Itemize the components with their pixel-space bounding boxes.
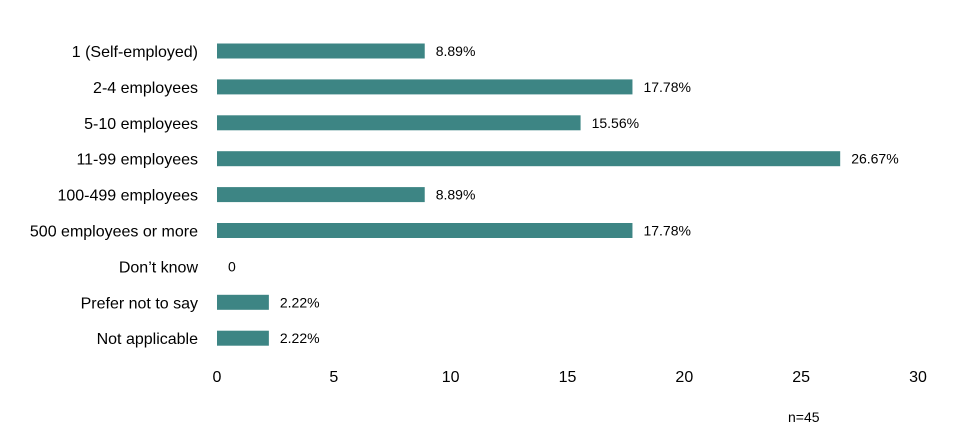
data-label: 8.89% (436, 187, 476, 203)
bar (217, 151, 841, 167)
data-label: 17.78% (643, 79, 690, 95)
category-label: 11-99 employees (76, 152, 198, 169)
data-labels: 8.89% 17.78% 15.56% 26.67% 8.89% 17.78% 0 2.22%… (228, 43, 899, 346)
data-label: 0 (228, 258, 236, 274)
category-label: 5-10 employees (84, 116, 198, 133)
bar (217, 115, 581, 131)
data-label: 17.78% (643, 223, 690, 239)
bar (217, 294, 269, 310)
x-tick-label: 0 (213, 369, 222, 386)
data-label: 2.22% (280, 330, 320, 346)
x-tick-label: 10 (442, 369, 460, 386)
sample-size-note: n=45 (788, 409, 820, 425)
category-label: 500 employees or more (30, 224, 198, 241)
category-label: 1 (Self-employed) (72, 44, 198, 61)
x-tick-label: 15 (559, 369, 577, 386)
category-label: Not applicable (97, 331, 199, 348)
data-label: 26.67% (851, 151, 898, 167)
category-label: Prefer not to say (81, 295, 198, 312)
bar (217, 187, 425, 203)
category-label: Don’t know (119, 259, 199, 276)
bar (217, 43, 425, 59)
x-tick-label: 5 (329, 369, 338, 386)
bar (217, 223, 633, 238)
category-label: 2-4 employees (93, 80, 198, 97)
category-labels: 1 (Self-employed) 2-4 employees 5-10 emplo… (30, 44, 199, 348)
data-label: 8.89% (436, 43, 476, 59)
bar (217, 330, 269, 346)
data-label: 2.22% (280, 294, 320, 310)
x-tick-label: 25 (792, 369, 810, 386)
bar (217, 79, 633, 95)
x-tick-label: 30 (909, 369, 927, 386)
category-label: 100-499 employees (57, 188, 198, 205)
x-axis-ticks: 0 5 10 15 20 25 30 (213, 369, 927, 386)
bars (217, 43, 841, 346)
x-tick-label: 20 (675, 369, 693, 386)
data-label: 15.56% (592, 115, 639, 131)
